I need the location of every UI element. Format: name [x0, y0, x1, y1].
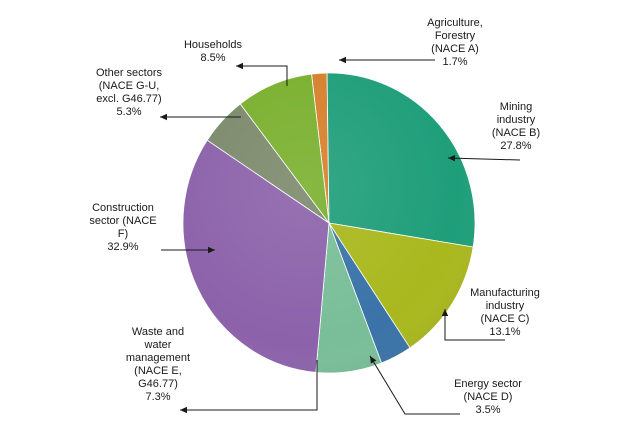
pie-slices: [182, 72, 476, 374]
label-line-other-sectors: excl. G46.77): [96, 93, 161, 105]
value-label-waste-water: 7.3%: [145, 391, 170, 403]
slice-labels: Agriculture, Forestry (NACE A) 1.7%Mining in…: [89, 17, 540, 416]
arrowhead-construction: [208, 246, 215, 254]
label-line-energy: Energy sector: [454, 378, 522, 390]
label-line-agriculture: (NACE A): [431, 43, 479, 55]
leader-mining: [447, 157, 521, 161]
label-line-households: Households: [184, 39, 243, 51]
value-label-other-sectors: 5.3%: [116, 106, 141, 118]
label-line-mining: industry: [497, 114, 536, 126]
leader-lines: [160, 56, 521, 415]
label-line-agriculture: Agriculture,: [427, 17, 483, 29]
label-line-waste-water: management: [126, 352, 190, 364]
label-energy: Energy sector (NACE D) 3.5%: [454, 378, 522, 416]
label-line-waste-water: (NACE E,: [134, 365, 182, 377]
leader-households: [236, 65, 288, 86]
label-line-other-sectors: (NACE G-U,: [99, 80, 160, 92]
arrowhead-mining: [448, 155, 456, 162]
label-mining: Mining industry (NACE B) 27.8%: [492, 101, 540, 152]
value-label-manufacturing: 13.1%: [489, 326, 520, 338]
label-line-agriculture: Forestry: [435, 30, 476, 42]
value-label-energy: 3.5%: [475, 404, 500, 416]
label-line-waste-water: G46.77): [138, 378, 178, 390]
label-line-construction: F): [118, 228, 128, 240]
label-line-energy: (NACE D): [464, 391, 513, 403]
label-other-sectors: Other sectors (NACE G-U, excl. G46.77) 5.3%: [96, 67, 163, 118]
arrowhead-energy: [370, 356, 377, 364]
value-label-agriculture: 1.7%: [442, 56, 467, 68]
leader-manufacturing: [444, 309, 505, 341]
label-line-mining: (NACE B): [492, 127, 540, 139]
arrowhead-waste-water: [180, 406, 187, 414]
label-households: Households 8.5%: [184, 39, 243, 64]
value-label-mining: 27.8%: [500, 140, 531, 152]
label-line-manufacturing: (NACE C): [481, 313, 530, 325]
arrowhead-other-sectors: [160, 113, 167, 121]
label-construction: Construction sector (NACE F) 32.9%: [89, 202, 156, 253]
label-line-construction: sector (NACE: [89, 215, 156, 227]
label-line-mining: Mining: [500, 101, 532, 113]
arrowhead-manufacturing: [441, 309, 449, 316]
value-label-households: 8.5%: [200, 52, 225, 64]
arrowhead-households: [236, 62, 243, 70]
label-line-waste-water: water: [144, 339, 172, 351]
label-line-other-sectors: Other sectors: [96, 67, 163, 79]
arrowhead-agriculture: [339, 56, 346, 64]
label-line-construction: Construction: [92, 202, 154, 214]
value-label-construction: 32.9%: [107, 241, 138, 253]
label-agriculture: Agriculture, Forestry (NACE A) 1.7%: [427, 17, 483, 68]
label-waste-water: Waste and water management (NACE E, G46.77) 7…: [126, 326, 190, 403]
label-line-manufacturing: Manufacturing: [470, 287, 540, 299]
label-manufacturing: Manufacturing industry (NACE C) 13.1%: [470, 287, 540, 338]
leader-energy: [369, 355, 460, 415]
label-line-manufacturing: industry: [486, 300, 525, 312]
leader-waste-water: [180, 360, 318, 411]
label-line-waste-water: Waste and: [132, 326, 184, 338]
